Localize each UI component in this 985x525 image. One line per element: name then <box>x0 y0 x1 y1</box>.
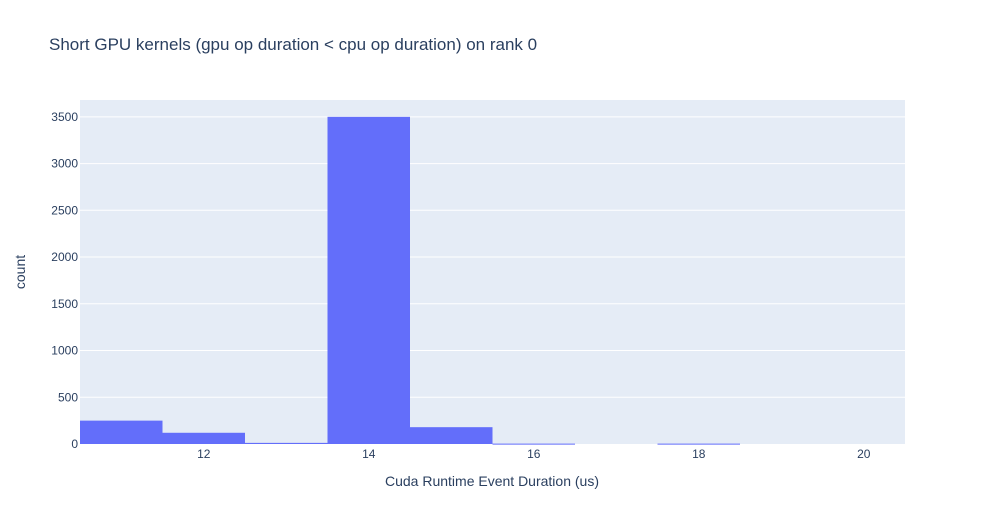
gridlines <box>80 116 905 398</box>
y-tick-label: 1000 <box>51 344 78 358</box>
y-tick-label: 500 <box>58 390 78 404</box>
x-tick-label: 20 <box>857 447 871 461</box>
y-tick-label: 1500 <box>51 297 78 311</box>
x-tick-label: 14 <box>362 447 376 461</box>
y-tick-label: 2500 <box>51 203 78 217</box>
histogram-bar-3 <box>327 116 410 445</box>
histogram-bar-5 <box>492 443 575 445</box>
x-axis-title: Cuda Runtime Event Duration (us) <box>385 473 599 489</box>
bars <box>80 116 740 445</box>
y-axis-title: count <box>12 255 28 289</box>
x-tick-label: 12 <box>197 447 211 461</box>
histogram-bar-7 <box>657 443 740 445</box>
histogram-bar-2 <box>245 442 328 444</box>
y-tick-label: 3000 <box>51 157 78 171</box>
histogram-bar-1 <box>162 432 245 444</box>
y-tick-label: 2000 <box>51 250 78 264</box>
histogram-bar-0 <box>80 420 163 444</box>
chart-title: Short GPU kernels (gpu op duration < cpu… <box>49 35 537 54</box>
x-axis-ticks: 12 14 16 18 20 <box>197 447 871 461</box>
y-axis-ticks: 0 500 1000 1500 2000 2500 3000 3500 <box>51 110 78 451</box>
histogram-bar-4 <box>410 427 493 444</box>
x-tick-label: 18 <box>692 447 706 461</box>
y-tick-label: 0 <box>71 437 78 451</box>
x-tick-label: 16 <box>527 447 541 461</box>
plot-area <box>80 100 905 444</box>
y-tick-label: 3500 <box>51 110 78 124</box>
